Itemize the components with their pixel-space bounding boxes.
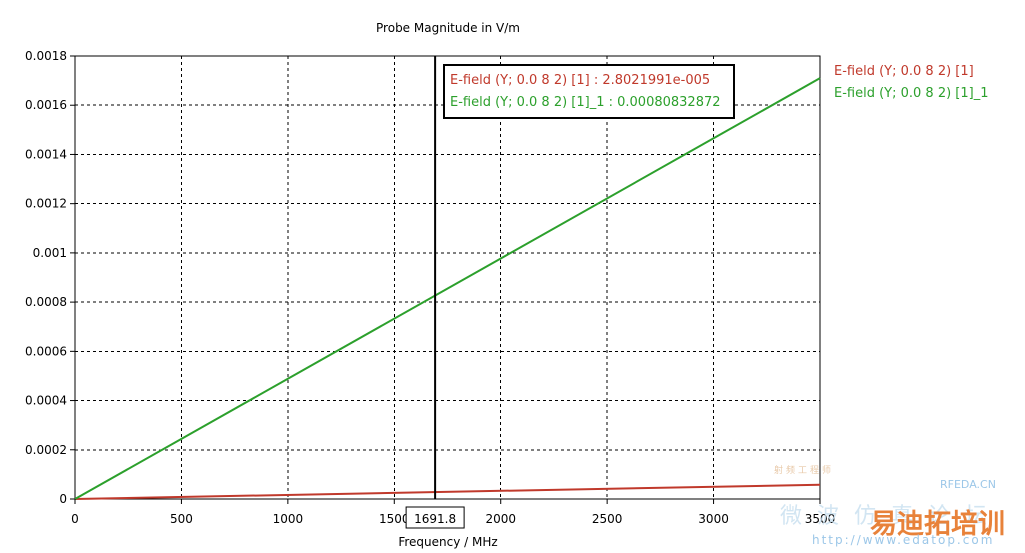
watermark-line: 微 波 仿 真 论 坛 bbox=[780, 504, 991, 529]
watermark-brand: RFEDA.CN bbox=[940, 478, 996, 491]
x-tick-label: 3500 bbox=[805, 512, 836, 526]
series-line-1 bbox=[74, 483, 821, 500]
x-tick-label: 2500 bbox=[592, 512, 623, 526]
readout-series-2: E-field (Y; 0.0 8 2) [1]_1 : 0.000808328… bbox=[450, 95, 721, 110]
chart-title: Probe Magnitude in V/m bbox=[376, 21, 520, 35]
series-layer bbox=[74, 77, 821, 500]
watermark-sub: 射频工程师 bbox=[774, 466, 835, 476]
y-tick-label: 0.0006 bbox=[25, 344, 67, 358]
frequency-marker-value: 1691.8 bbox=[414, 512, 456, 526]
x-tick-label: 2000 bbox=[485, 512, 516, 526]
y-tick-label: 0.0018 bbox=[25, 49, 67, 63]
x-tick-label: 1500 bbox=[379, 512, 410, 526]
tick-labels: 0 500 1000 1500 2000 2500 3000 3500 0 0.0002 0.000… bbox=[25, 49, 835, 526]
legend-entry-series-2[interactable]: E-field (Y; 0.0 8 2) [1]_1 bbox=[834, 86, 988, 101]
readout-box-frame bbox=[443, 64, 735, 119]
y-tick-label: 0.001 bbox=[33, 246, 67, 260]
y-tick-label: 0.0008 bbox=[25, 295, 67, 309]
x-tick-label: 1000 bbox=[273, 512, 304, 526]
y-tick-label: 0 bbox=[59, 492, 67, 506]
marker-readout-box: E-field (Y; 0.0 8 2) [1] : 2.8021991e-00… bbox=[443, 64, 735, 119]
watermark-url: http://www.edatop.com bbox=[812, 533, 995, 547]
y-tick-label: 0.0012 bbox=[25, 197, 67, 211]
frequency-marker-label[interactable]: 1691.8 bbox=[405, 506, 465, 529]
y-tick-label: 0.0016 bbox=[25, 98, 67, 112]
x-tick-label: 3000 bbox=[698, 512, 729, 526]
plot-area-frame bbox=[74, 55, 821, 500]
frequency-marker-label-box bbox=[405, 506, 465, 529]
grid bbox=[75, 56, 820, 499]
y-tick-label: 0.0004 bbox=[25, 394, 67, 408]
y-tick-label: 0.0002 bbox=[25, 443, 67, 457]
x-tick-label: 0 bbox=[71, 512, 79, 526]
x-axis-label: Frequency / MHz bbox=[398, 535, 497, 549]
y-tick-label: 0.0014 bbox=[25, 147, 67, 161]
legend-entry-series-1[interactable]: E-field (Y; 0.0 8 2) [1] bbox=[834, 64, 974, 79]
legend: E-field (Y; 0.0 8 2) [1] E-field (Y; 0.0… bbox=[834, 64, 988, 101]
x-tick-label: 500 bbox=[170, 512, 193, 526]
readout-series-1: E-field (Y; 0.0 8 2) [1] : 2.8021991e-00… bbox=[450, 73, 710, 88]
series-line-2 bbox=[74, 77, 821, 500]
watermark-name: 易迪拓培训 bbox=[870, 509, 1005, 540]
